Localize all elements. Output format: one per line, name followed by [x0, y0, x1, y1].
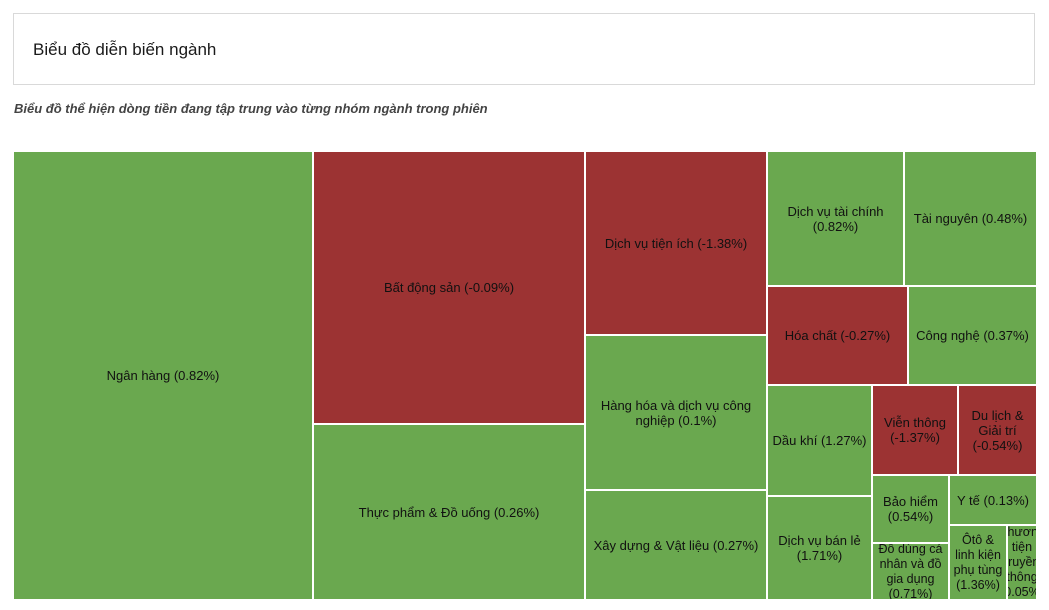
- treemap-tile-hoa-chat[interactable]: Hóa chất (-0.27%): [767, 286, 908, 385]
- treemap-tile-label: Bảo hiểm (0.54%): [883, 494, 938, 524]
- treemap-tile-label: Dịch vụ tài chính (0.82%): [787, 203, 884, 234]
- treemap-tile-bat-dong-san[interactable]: Bất động sản (-0.09%): [313, 151, 585, 424]
- treemap-tile-label: Y tế (0.13%): [956, 492, 1030, 508]
- treemap-tile-thuc-pham-do-uong[interactable]: Thực phẩm & Đồ uống (0.26%): [313, 424, 585, 600]
- treemap-tile-do-dung-ca-nhan-va-do-gia-dung[interactable]: Đồ dùng cá nhân và đồ gia dụng (0.71%): [872, 543, 949, 600]
- treemap-tile-label: Hàng hóa và dịch vụ công nghiệp (0.1%): [600, 397, 752, 428]
- treemap-tile-bao-hiem[interactable]: Bảo hiểm (0.54%): [872, 475, 949, 543]
- treemap-tile-label: Ngân hàng (0.82%): [106, 368, 220, 383]
- treemap-tile-hang-hoa-va-dich-vu-cong-nghiep[interactable]: Hàng hóa và dịch vụ công nghiệp (0.1%): [585, 335, 767, 490]
- treemap-tile-label: Công nghệ (0.37%): [916, 328, 1029, 343]
- sector-treemap: Ngân hàng (0.82%) Bất động sản (-0.09%) Th…: [13, 151, 1037, 600]
- page-title: Biểu đồ diễn biến ngành: [33, 40, 217, 59]
- treemap-tile-label: Dịch vụ tiện ích (-1.38%): [604, 235, 748, 251]
- treemap-tile-oto-linh-kien-phu-tung[interactable]: Ôtô & linh kiện phụ tùng (1.36%): [949, 525, 1007, 600]
- treemap-tile-label: Viễn thông (-1.37%): [884, 415, 946, 445]
- chart-subtitle: Biểu đồ thể hiện dòng tiền đang tập trun…: [14, 101, 488, 116]
- treemap-tile-du-lich-giai-tri[interactable]: Du lịch & Giải trí (-0.54%): [958, 385, 1037, 475]
- treemap-tile-vien-thong[interactable]: Viễn thông (-1.37%): [872, 385, 958, 475]
- treemap-tile-ngan-hang[interactable]: Ngân hàng (0.82%): [13, 151, 313, 600]
- treemap-tile-phuong-tien-truyen-thong[interactable]: Phương tiện truyền thông (0.05%): [1007, 525, 1037, 600]
- treemap-tile-label: Đồ dùng cá nhân và đồ gia dụng (0.71%): [878, 543, 943, 600]
- treemap-tile-y-te[interactable]: Y tế (0.13%): [949, 475, 1037, 525]
- treemap-tile-tai-nguyen[interactable]: Tài nguyên (0.48%): [904, 151, 1037, 286]
- treemap-tile-dich-vu-tien-ich[interactable]: Dịch vụ tiện ích (-1.38%): [585, 151, 767, 335]
- treemap-tile-label: Thực phẩm & Đồ uống (0.26%): [358, 504, 540, 520]
- treemap-tile-cong-nghe[interactable]: Công nghệ (0.37%): [908, 286, 1037, 385]
- treemap-tile-label: Tài nguyên (0.48%): [913, 211, 1028, 226]
- treemap-tile-label: Hóa chất (-0.27%): [784, 328, 891, 343]
- treemap-tile-label: Dịch vụ bán lẻ (1.71%): [778, 533, 861, 563]
- treemap-tile-label: Du lịch & Giải trí (-0.54%): [971, 407, 1024, 453]
- treemap-tile-label: Xây dựng & Vật liệu (0.27%): [593, 537, 759, 553]
- treemap-tile-xay-dung-vat-lieu[interactable]: Xây dựng & Vật liệu (0.27%): [585, 490, 767, 600]
- treemap-tile-label: Dầu khí (1.27%): [772, 433, 867, 448]
- treemap-tile-dau-khi[interactable]: Dầu khí (1.27%): [767, 385, 872, 496]
- treemap-tile-label: Phương tiện truyền thông (0.05%): [1007, 525, 1037, 599]
- treemap-tile-dich-vu-ban-le[interactable]: Dịch vụ bán lẻ (1.71%): [767, 496, 872, 600]
- treemap-tile-dich-vu-tai-chinh[interactable]: Dịch vụ tài chính (0.82%): [767, 151, 904, 286]
- treemap-tile-label: Ôtô & linh kiện phụ tùng (1.36%): [953, 532, 1003, 592]
- chart-header-card: Biểu đồ diễn biến ngành: [13, 13, 1035, 85]
- treemap-tile-label: Bất động sản (-0.09%): [383, 280, 515, 295]
